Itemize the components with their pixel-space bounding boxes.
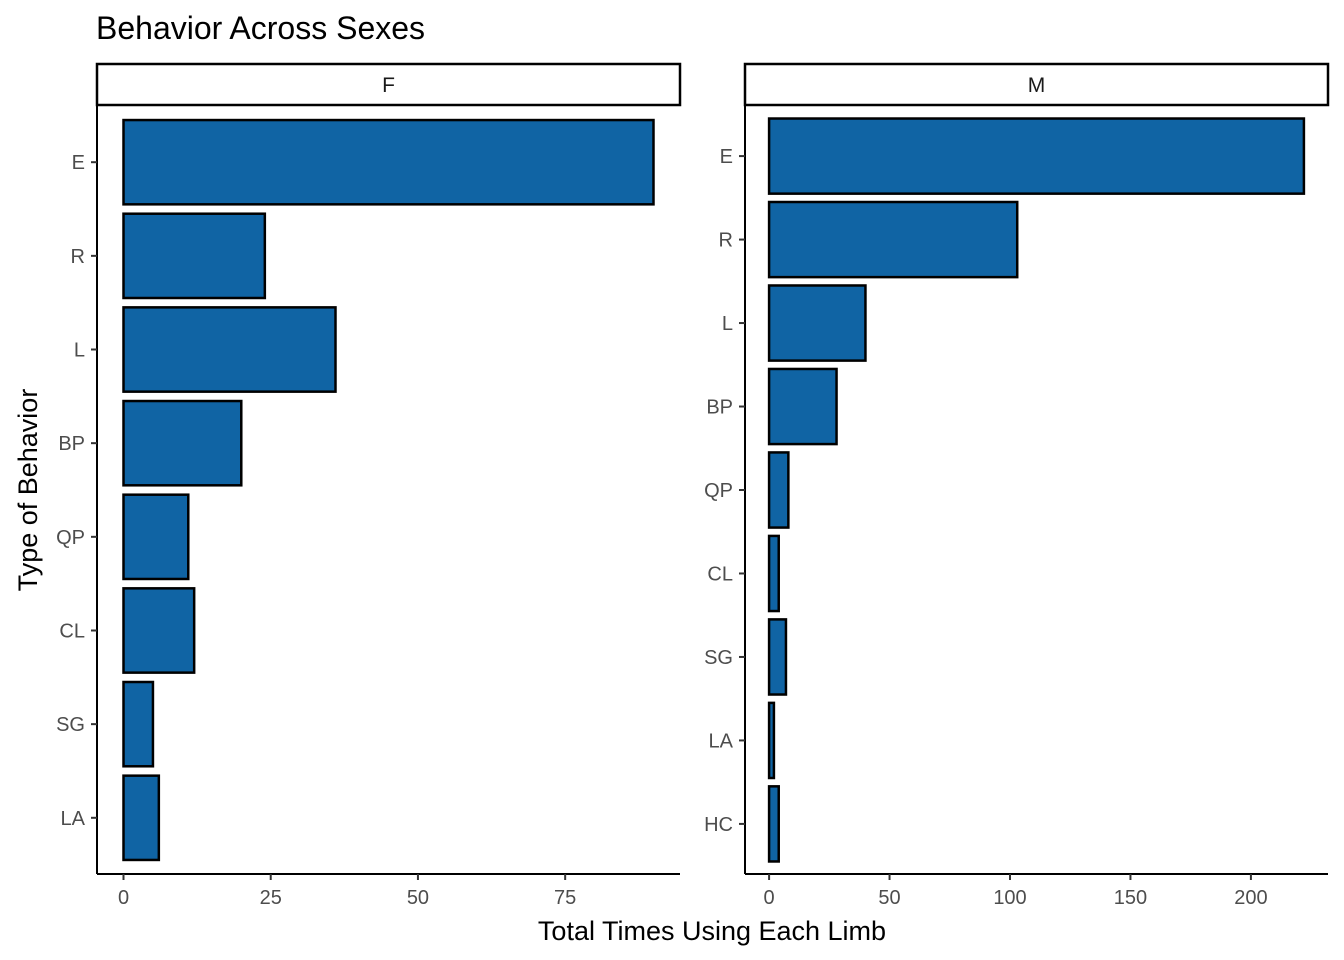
bar-f-r [122,212,267,300]
y-tick-label-f-l: L [74,340,85,362]
facet-f-y-ticks: E R L BP QP CL SG LA [56,152,97,830]
bar-m-qp [767,451,790,529]
x-tick-label-m-200: 200 [1234,887,1267,909]
facet-f-bars [122,118,655,862]
y-tick-label-m-hc: HC [704,814,733,836]
y-tick-label-f-sg: SG [56,714,85,736]
facet-m-x-ticks: 0 50 100 150 200 [764,874,1268,909]
facet-m-y-ticks: E R L BP QP CL SG LA HC [704,146,745,836]
chart-title: Behavior Across Sexes [96,10,425,46]
x-tick-label-m-100: 100 [993,887,1026,909]
facet-f-x-ticks: 0 25 50 75 [118,874,576,909]
bar-m-hc [767,785,780,863]
facet-m: M E R L BP QP CL SG LA HC 0 50 100 150 200 [704,62,1330,909]
y-tick-label-m-cl: CL [707,563,733,585]
facet-f-strip-label: F [382,74,395,97]
bar-m-e [767,117,1306,195]
y-tick-label-m-qp: QP [704,480,733,502]
y-tick-label-f-qp: QP [56,527,85,549]
bar-m-bp [767,367,838,446]
bar-f-l [122,306,337,393]
bar-m-r [767,200,1019,279]
bar-f-la [122,774,161,862]
y-tick-label-f-la: LA [61,808,86,830]
bar-f-sg [122,680,155,768]
x-tick-label-f-75: 75 [554,887,576,909]
facet-m-strip [743,62,1330,107]
bar-m-l [767,284,867,362]
facet-f-strip [95,62,682,107]
x-tick-label-m-50: 50 [878,887,900,909]
x-tick-label-m-150: 150 [1114,887,1147,909]
bar-f-bp [122,399,243,487]
y-tick-label-f-r: R [71,246,85,268]
y-axis-title: Type of Behavior [13,389,43,592]
bar-m-la [767,701,776,780]
y-tick-label-f-bp: BP [58,433,85,455]
bar-m-cl [767,534,780,613]
y-tick-label-m-r: R [719,230,733,252]
bar-m-sg [767,618,788,696]
bar-f-qp [122,493,190,581]
x-tick-label-f-0: 0 [118,887,129,909]
y-tick-label-m-e: E [720,146,733,168]
facet-m-strip-label: M [1028,74,1046,97]
facet-m-bars [767,117,1306,863]
y-tick-label-f-cl: CL [59,620,85,642]
bar-f-cl [122,587,196,674]
x-tick-label-m-0: 0 [764,887,775,909]
y-tick-label-m-sg: SG [704,647,733,669]
facet-f: F E R L BP QP CL SG LA 0 25 50 75 [56,62,682,909]
y-tick-label-m-la: LA [709,730,734,752]
y-tick-label-f-e: E [72,152,85,174]
bar-f-e [122,118,655,206]
x-tick-label-f-25: 25 [260,887,282,909]
x-tick-label-f-50: 50 [407,887,429,909]
y-tick-label-m-l: L [722,313,733,335]
y-tick-label-m-bp: BP [706,397,733,419]
x-axis-title: Total Times Using Each Limb [538,916,886,946]
